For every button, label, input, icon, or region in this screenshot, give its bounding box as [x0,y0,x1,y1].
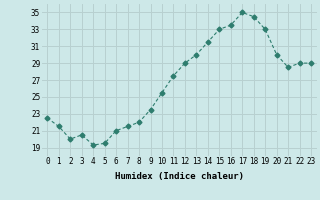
X-axis label: Humidex (Indice chaleur): Humidex (Indice chaleur) [115,172,244,181]
